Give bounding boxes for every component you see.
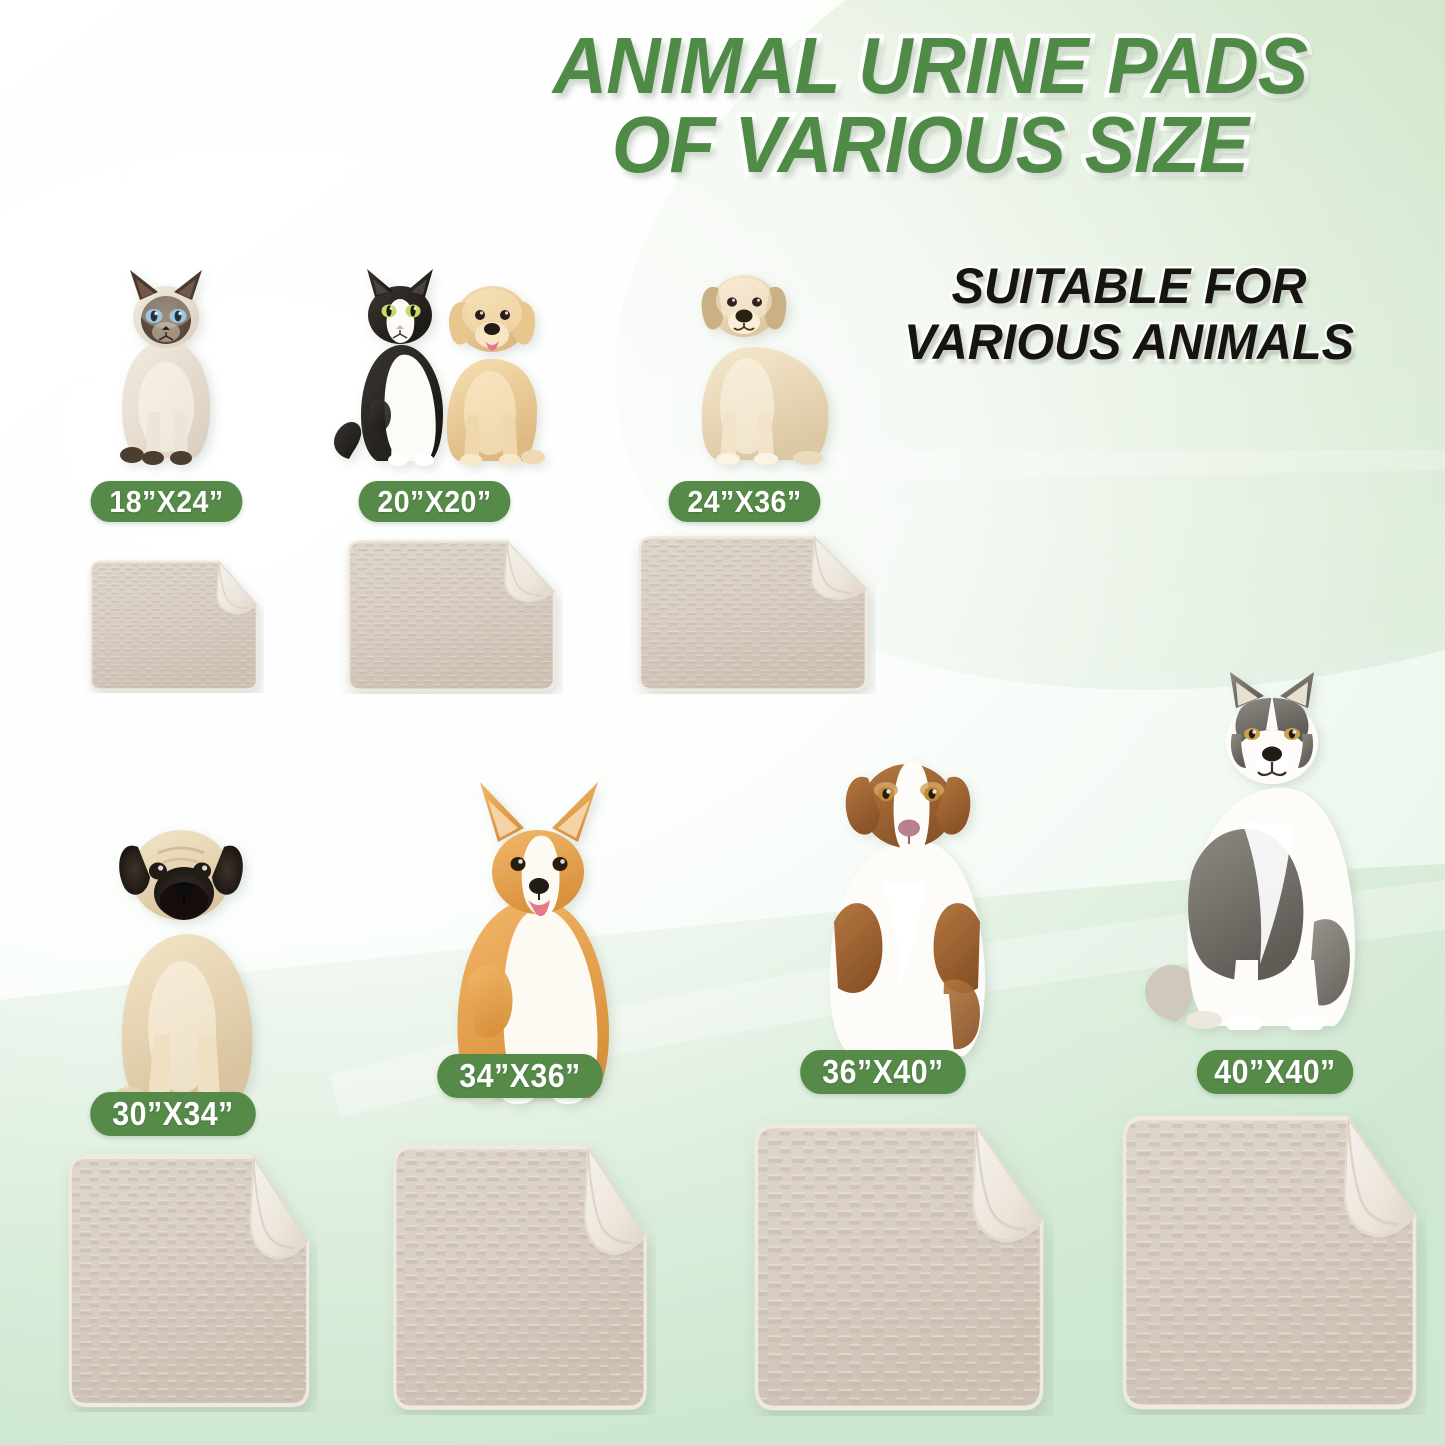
size-badge-label: 30”X34”	[112, 1095, 234, 1132]
size-badge-40x40[interactable]: 40”X40”	[1196, 1050, 1354, 1094]
size-badge-label: 34”X36”	[459, 1057, 581, 1094]
animal-tuxedo-cat-and-labrador-puppy	[327, 263, 553, 468]
animal-pug	[86, 805, 276, 1105]
size-badge-24x36[interactable]: 24”X36”	[668, 481, 821, 522]
pad-30x34	[60, 1150, 318, 1412]
pad-24x36	[630, 533, 876, 694]
page-subtitle: SUITABLE FOR VARIOUS ANIMALS	[902, 256, 1357, 373]
animal-tan-mixed-breed-dog	[672, 256, 852, 468]
size-badge-30x34[interactable]: 30”X34”	[90, 1092, 256, 1136]
size-badge-label: 18”X24”	[109, 483, 224, 519]
animal-corgi	[420, 780, 640, 1105]
size-badge-label: 20”X20”	[377, 483, 492, 519]
animal-siberian-husky	[1132, 672, 1390, 1030]
size-badge-label: 36”X40”	[822, 1053, 944, 1090]
pad-36x40	[744, 1118, 1054, 1416]
size-badge-34x36[interactable]: 34”X36”	[437, 1054, 603, 1098]
animal-australian-shepherd	[782, 732, 1017, 1060]
pad-40x40	[1112, 1110, 1427, 1415]
pad-34x36	[384, 1140, 656, 1415]
size-badge-18x24[interactable]: 18”X24”	[90, 481, 243, 522]
animal-siamese-cat	[96, 262, 236, 467]
page-title: ANIMAL URINE PADS OF VARIOUS SIZE	[549, 21, 1313, 190]
pad-20x20	[340, 537, 563, 694]
size-badge-20x20[interactable]: 20”X20”	[358, 481, 511, 522]
pad-18x24	[84, 558, 264, 693]
size-badge-label: 40”X40”	[1214, 1053, 1336, 1090]
size-badge-36x40[interactable]: 36”X40”	[800, 1050, 966, 1094]
size-badge-label: 24”X36”	[687, 483, 802, 519]
